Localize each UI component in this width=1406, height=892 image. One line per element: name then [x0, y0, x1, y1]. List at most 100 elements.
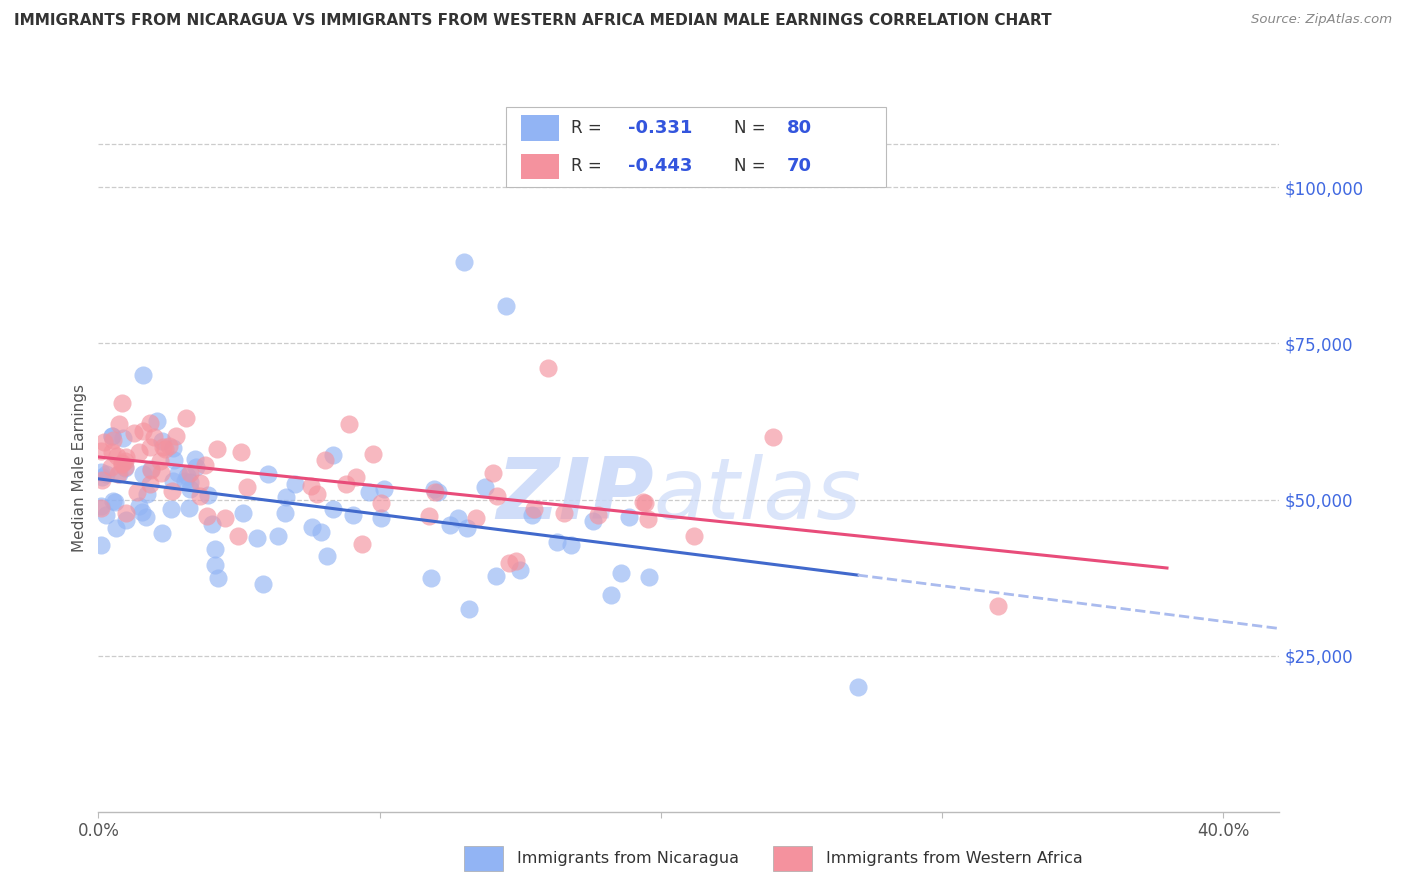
Point — [101, 493, 124, 508]
Point — [634, 496, 657, 510]
Point — [101, 429, 124, 443]
Point — [426, 484, 449, 499]
Point — [301, 519, 323, 533]
Point — [90, 465, 112, 479]
Point — [114, 460, 136, 475]
Point — [176, 469, 198, 483]
Point — [204, 558, 226, 572]
Point — [115, 450, 138, 464]
Point — [122, 426, 145, 441]
Point — [159, 502, 181, 516]
Point — [100, 429, 122, 443]
Point — [486, 489, 509, 503]
Point — [152, 440, 174, 454]
Point — [344, 469, 367, 483]
Point — [232, 506, 254, 520]
Point — [127, 485, 149, 500]
Point — [197, 488, 219, 502]
Text: -0.331: -0.331 — [627, 119, 692, 136]
FancyBboxPatch shape — [522, 115, 560, 141]
Point — [439, 518, 461, 533]
Point — [762, 430, 785, 444]
Point — [337, 417, 360, 431]
Point — [228, 529, 250, 543]
Point — [146, 414, 169, 428]
Point — [537, 361, 560, 376]
Point — [418, 509, 440, 524]
Point — [188, 490, 211, 504]
Point — [93, 435, 115, 450]
Point — [108, 467, 131, 481]
Point — [141, 463, 163, 477]
Point — [359, 485, 381, 500]
Point — [314, 452, 336, 467]
Point — [231, 445, 253, 459]
Point — [305, 487, 328, 501]
Point — [160, 484, 183, 499]
Point — [485, 568, 508, 582]
Point — [631, 494, 654, 508]
Y-axis label: Median Male Earnings: Median Male Earnings — [72, 384, 87, 552]
Point — [107, 467, 129, 481]
Point — [322, 501, 344, 516]
Point — [465, 510, 488, 524]
Point — [267, 529, 290, 543]
Point — [553, 506, 575, 520]
Point — [136, 487, 159, 501]
Point — [96, 467, 118, 481]
Text: Immigrants from Nicaragua: Immigrants from Nicaragua — [517, 851, 738, 866]
Point — [114, 461, 136, 475]
Point — [149, 454, 172, 468]
Point — [128, 445, 150, 459]
Point — [174, 474, 197, 488]
Point — [423, 484, 446, 499]
FancyBboxPatch shape — [773, 847, 813, 871]
Point — [179, 475, 201, 489]
Point — [505, 554, 527, 568]
Point — [100, 459, 122, 474]
Point — [104, 521, 127, 535]
Point — [322, 448, 344, 462]
Point — [523, 501, 546, 516]
Text: IMMIGRANTS FROM NICARAGUA VS IMMIGRANTS FROM WESTERN AFRICA MEDIAN MALE EARNINGS: IMMIGRANTS FROM NICARAGUA VS IMMIGRANTS … — [14, 13, 1052, 29]
Point — [201, 517, 224, 532]
Point — [114, 453, 136, 467]
Point — [987, 599, 1010, 613]
Point — [153, 442, 176, 457]
Point — [284, 477, 307, 491]
Point — [108, 417, 131, 432]
Point — [582, 514, 605, 528]
Text: R =: R = — [571, 158, 607, 176]
Point — [139, 476, 162, 491]
Point — [157, 439, 180, 453]
Point — [509, 563, 531, 577]
Text: N =: N = — [734, 158, 770, 176]
FancyBboxPatch shape — [522, 153, 560, 179]
Point — [546, 535, 568, 549]
Point — [309, 524, 332, 539]
Point — [166, 467, 188, 481]
Point — [207, 571, 229, 585]
Point — [111, 456, 134, 470]
Point — [194, 458, 217, 473]
Point — [458, 602, 481, 616]
Point — [103, 495, 125, 509]
Point — [522, 508, 544, 522]
Point — [139, 461, 162, 475]
Point — [682, 529, 704, 543]
FancyBboxPatch shape — [464, 847, 503, 871]
Point — [138, 416, 160, 430]
FancyBboxPatch shape — [506, 107, 886, 187]
Point — [177, 500, 200, 515]
Point — [370, 496, 392, 510]
Text: atlas: atlas — [654, 454, 862, 537]
Point — [316, 549, 339, 563]
Point — [90, 501, 112, 516]
Point — [342, 508, 364, 522]
Point — [453, 255, 475, 269]
Point — [204, 542, 226, 557]
Point — [101, 433, 124, 447]
Point — [94, 508, 117, 522]
Point — [335, 476, 357, 491]
Text: 80: 80 — [787, 119, 813, 136]
